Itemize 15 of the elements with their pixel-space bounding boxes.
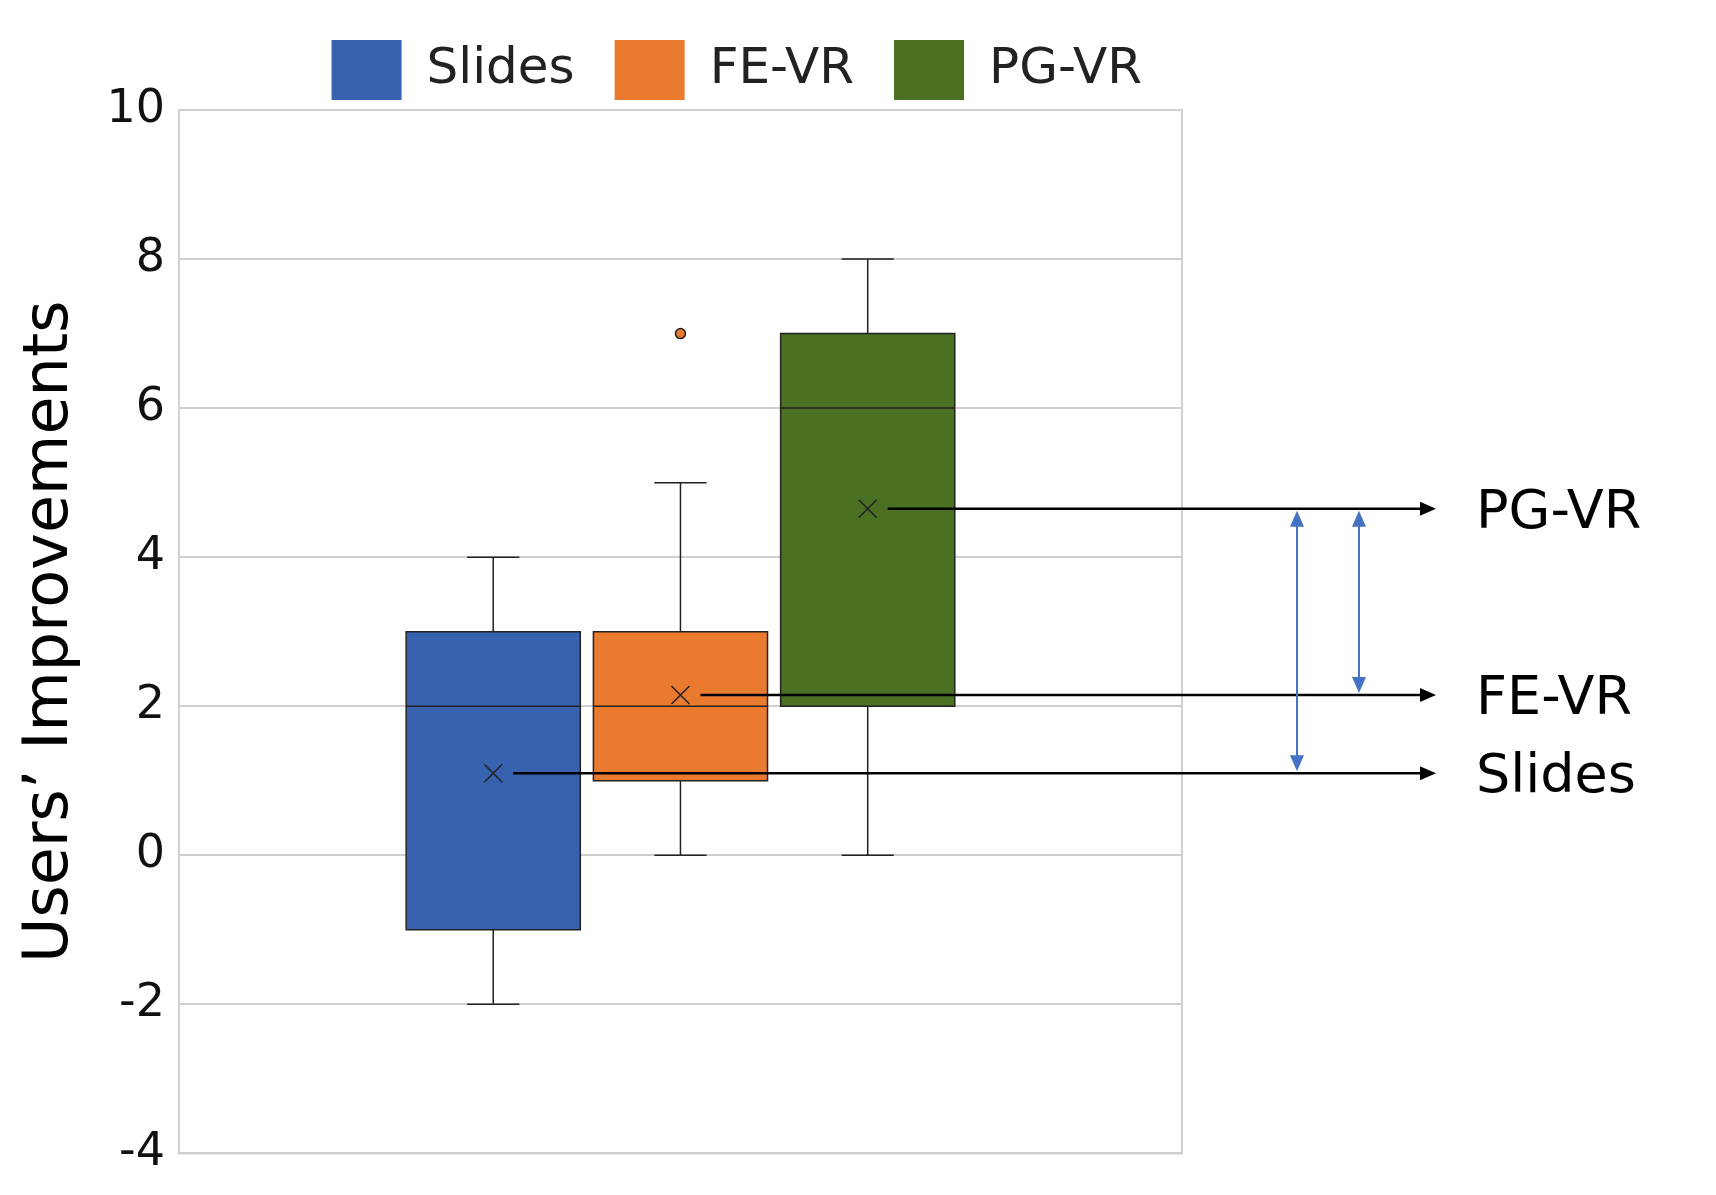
y-tick-label: 2 bbox=[135, 675, 165, 730]
y-tick-label: 8 bbox=[135, 228, 165, 283]
y-tick-label: -4 bbox=[119, 1122, 165, 1177]
y-tick-label: 4 bbox=[135, 526, 165, 581]
text: FE-VR bbox=[1476, 663, 1632, 727]
y-tick-label: -2 bbox=[119, 973, 165, 1028]
legend-label: PG-VR bbox=[989, 36, 1143, 95]
text: PG-VR bbox=[1476, 477, 1642, 541]
y-axis-title: Users’ Improvements bbox=[9, 300, 83, 963]
legend-label: Slides bbox=[426, 36, 575, 95]
legend-label: FE-VR bbox=[709, 36, 855, 95]
y-tick-label: 0 bbox=[135, 824, 165, 879]
y-tick-label: 10 bbox=[106, 78, 165, 133]
y-tick-label: 6 bbox=[135, 377, 165, 432]
text: Slides bbox=[1476, 741, 1636, 805]
